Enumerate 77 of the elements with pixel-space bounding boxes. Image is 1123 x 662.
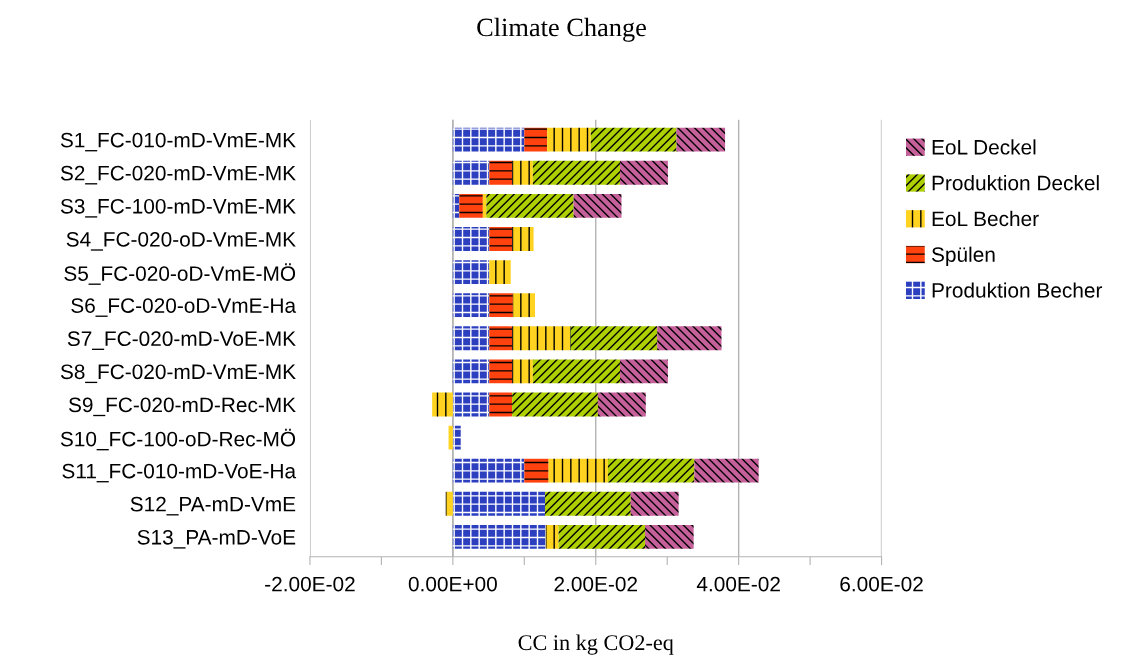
bar [489,160,513,185]
legend-label: Spülen [931,246,995,267]
bar [573,193,622,218]
x-axis-title: CC in kg CO2-eq [518,634,674,655]
bar [512,160,533,185]
bar [452,326,490,351]
bar [452,359,490,384]
chart-title: Climate Change [477,17,646,42]
y-tick-label: S10_FC-100-oD-Rec-MÖ [60,428,296,451]
y-tick-label: S3_FC-100-mD-VmE-MK [60,198,296,218]
bar [532,160,621,185]
bar [512,227,534,251]
bar [452,425,461,450]
bar [452,293,490,318]
bar [452,524,546,549]
legend-label: Produktion Deckel [932,175,1099,191]
bar [545,491,631,516]
y-tick-label: S5_FC-020-oD-VmE-MÖ [64,263,296,285]
bar [590,127,677,152]
bar [645,524,694,549]
bar [694,458,759,483]
y-tick-label: S7_FC-020-mD-VoE-MK [67,331,296,350]
bar [512,359,533,384]
bar [676,127,726,152]
y-tick-label: S6_FC-020-oD-VmE-Ha [71,298,297,317]
x-tick-label: 4.00E-02 [696,576,780,592]
bar [452,127,525,152]
bar [489,293,513,318]
bar [489,326,513,351]
x-tick-label: -2.00E-02 [265,576,355,592]
bar [459,193,483,218]
x-tick-label: 6.00E-02 [840,576,923,592]
bar [558,524,646,549]
y-tick-label: S13_PA-mD-VoE [137,529,296,549]
bar [452,193,460,218]
bar [547,127,591,152]
legend-label: EoL Deckel [932,139,1036,155]
bar [620,359,668,384]
bar [486,193,574,218]
y-tick-label: S9_FC-020-mD-Rec-MK [68,397,296,417]
bar [432,392,453,417]
y-tick-label: S11_FC-010-mD-VoE-Ha [62,463,297,483]
bar [452,160,490,185]
bar [489,227,513,251]
bar [452,491,546,516]
bar [620,160,668,185]
y-tick-label: S8_FC-020-mD-VmE-MK [60,364,296,384]
bar [607,458,695,483]
x-tick-label: 0.00E+00 [408,576,497,592]
bar [524,127,548,152]
bar [597,392,646,417]
bar [452,458,525,483]
bar [630,491,679,516]
bar [532,359,621,384]
bar [452,227,490,251]
bar [545,524,559,549]
bar [512,293,536,318]
bar [489,260,511,284]
bar [548,458,608,483]
bar [512,392,598,417]
bar [512,326,571,351]
y-tick-label: S12_PA-mD-VmE [130,496,296,516]
bar [445,491,453,516]
bar [657,326,722,351]
bar [489,359,513,384]
x-tick-label: 2.00E-02 [554,576,637,592]
bar [524,458,549,483]
bar [489,392,513,417]
legend-label: Produktion Becher [932,282,1103,298]
bar [452,260,490,284]
bar [448,425,453,450]
y-tick-label: S1_FC-010-mD-VmE-MK [60,132,296,152]
bar [452,392,490,417]
bar [570,326,658,351]
y-tick-label: S2_FC-020-mD-VmE-MK [60,165,296,185]
y-tick-label: S4_FC-020-oD-VmE-MK [66,231,296,251]
legend-label: EoL Becher [932,210,1039,227]
